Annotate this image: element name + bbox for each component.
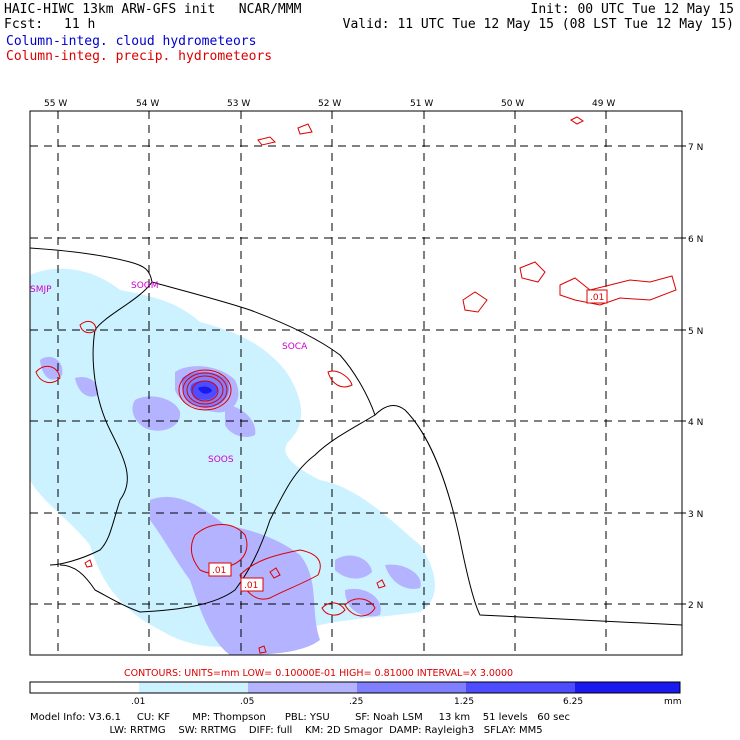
cloud-shading — [30, 268, 435, 655]
lon-label: 53 W — [227, 99, 250, 109]
lon-label: 52 W — [318, 99, 341, 109]
plot-title: HAIC-HIWC 13km ARW-GFS init NCAR/MMM — [4, 2, 302, 17]
cloud-area-medium-c — [335, 555, 372, 579]
colorbar-tick: .05 — [240, 697, 254, 707]
station-soos: SOOS — [208, 455, 234, 465]
contour-label-boxes — [208, 289, 608, 592]
map-frame — [29, 110, 683, 656]
station-sogm: SOGM — [131, 281, 159, 291]
cloud-area-medium-e — [385, 564, 421, 589]
valid-time: Valid: 11 UTC Tue 12 May 15 (08 LST Tue … — [342, 17, 734, 32]
forecast-hour: 11 h — [64, 17, 96, 32]
station-smjp: SMJP — [30, 285, 52, 295]
lon-label: 54 W — [136, 99, 159, 109]
contour-label: .01 — [244, 581, 258, 591]
model-info-line1: Model Info: V3.6.1 CU: KF MP: Thompson P… — [30, 712, 570, 723]
station-soca: SOCA — [282, 342, 308, 352]
colorbar-units: mm — [664, 697, 682, 707]
cloud-field-title: Column-integ. cloud hydrometeors — [6, 34, 257, 49]
border-brazil-east — [59, 414, 376, 613]
lat-label: 2 N — [688, 601, 703, 611]
cloud-area-light — [30, 268, 435, 647]
cloud-area-medium-f — [40, 356, 63, 380]
model-info-line2: LW: RRTMG SW: RRTMG DIFF: full KM: 2D Sm… — [30, 725, 543, 736]
colorbar-tick: 1.25 — [454, 697, 474, 707]
cloud-area-medium-a — [132, 396, 181, 431]
lon-label: 49 W — [592, 99, 615, 109]
colorbar-tick: .01 — [131, 697, 145, 707]
colorbar-tick: .25 — [349, 697, 363, 707]
lat-label: 5 N — [688, 327, 703, 337]
precip-contours — [35, 116, 677, 654]
cloud-area-medium-g — [75, 376, 99, 397]
forecast-label: Fcst: — [4, 17, 44, 32]
lon-label: 50 W — [501, 99, 524, 109]
color-bar — [29, 681, 681, 694]
cloud-area-medium-d — [345, 588, 381, 617]
lat-label: 7 N — [688, 143, 703, 153]
init-time: Init: 00 UTC Tue 12 May 15 — [530, 2, 735, 17]
contour-label: .01 — [212, 566, 226, 576]
precip-field-title: Column-integ. precip. hydrometeors — [6, 49, 273, 64]
contours-info: CONTOURS: UNITS=mm LOW= 0.10000E-01 HIGH… — [124, 668, 513, 679]
colorbar-tick: 6.25 — [563, 697, 583, 707]
lon-label: 55 W — [44, 99, 67, 109]
lat-ticks — [682, 145, 686, 605]
contour-label: .01 — [590, 293, 604, 303]
lat-label: 3 N — [688, 510, 703, 520]
lat-label: 6 N — [688, 235, 703, 245]
border-suriname-guiana — [49, 281, 153, 566]
coastline — [30, 247, 682, 626]
graticule — [30, 111, 682, 655]
coastlines-borders — [30, 247, 682, 626]
lon-label: 51 W — [410, 99, 433, 109]
cloud-area-medium-south — [150, 496, 320, 655]
cloud-area-max — [198, 386, 212, 394]
lat-label: 4 N — [688, 418, 703, 428]
